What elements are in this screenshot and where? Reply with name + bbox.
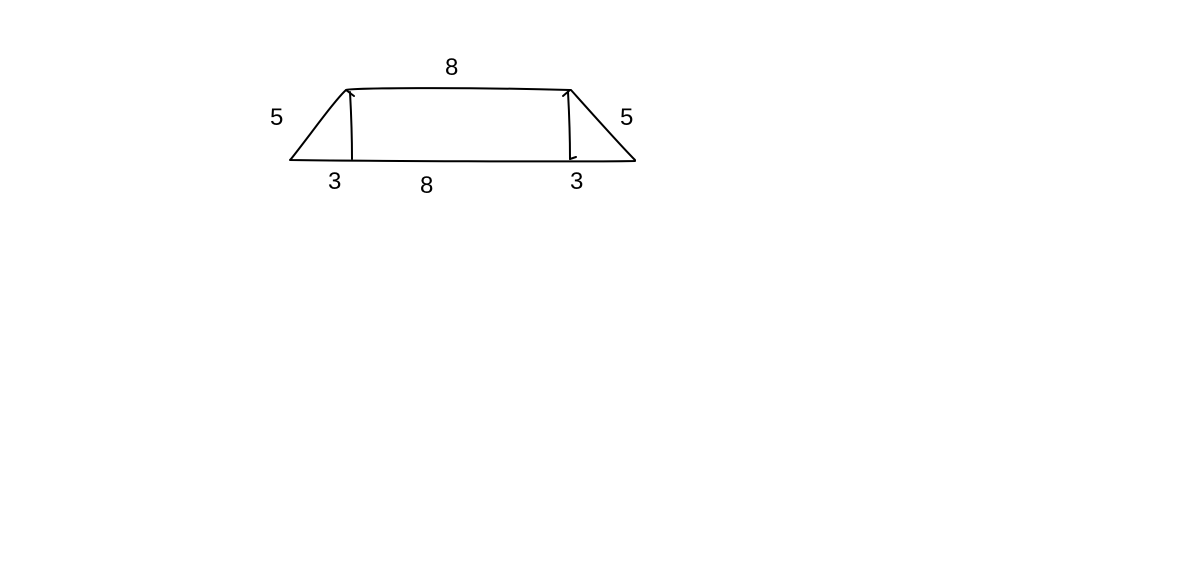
- label-left-side: 5: [270, 104, 283, 132]
- trapezoid-outline: [290, 88, 635, 161]
- right-height-line: [568, 92, 570, 159]
- label-bottom-left: 3: [328, 168, 341, 196]
- label-bottom-right: 3: [570, 168, 583, 196]
- label-bottom-middle: 8: [420, 172, 433, 200]
- label-top: 8: [445, 54, 458, 82]
- label-right-side: 5: [620, 104, 633, 132]
- trapezoid-diagram: 8 5 5 3 8 3: [280, 60, 680, 210]
- left-height-line: [350, 92, 352, 159]
